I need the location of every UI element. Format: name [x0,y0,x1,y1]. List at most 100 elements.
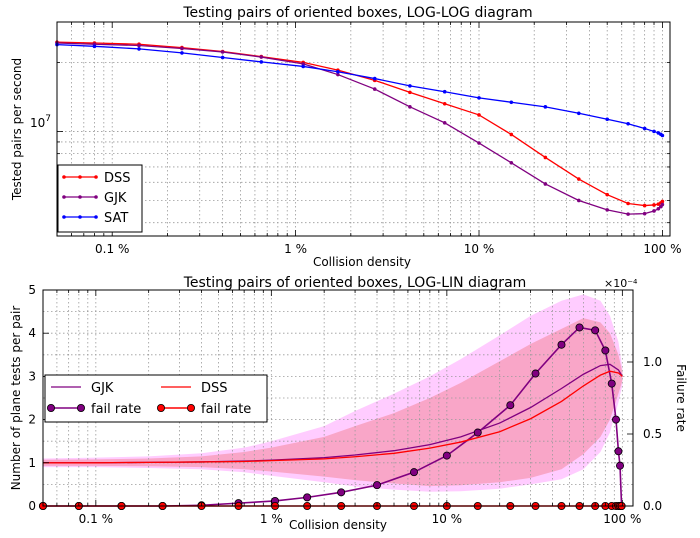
loglog-plot-frame [56,21,671,237]
loglog-point-gjk [372,87,377,91]
loglog-point-dss [626,201,630,206]
loglog-point-sat [605,117,609,122]
loglog-point-dss [652,203,656,207]
loglog-point-sat [259,60,264,64]
loglog-legend-marker [78,195,82,199]
loglin-failrate-gjk-point [575,323,584,332]
loglog-series [55,40,665,216]
loglin-y-tick-label: 4 [28,326,36,340]
loglin-y-label: Number of plane tests per pair [9,306,23,491]
loglin-legend-label-mean-dss: DSS [201,381,228,396]
loglog-point-sat [442,89,447,94]
loglog-point-gjk [442,121,447,125]
loglin-y2-tick-label: 1.0 [643,355,662,369]
loglog-point-sat [660,133,665,138]
loglin-y-tick-label: 0 [28,499,36,513]
loglog-point-gjk [656,206,661,211]
loglog-point-sat [137,47,141,51]
loglog-legend-marker [62,215,66,219]
loglin-failrate-gjk-point [303,493,312,502]
loglin-legend: GJK DSS fail rate fail rate [44,374,268,423]
loglog-legend-marker [94,215,98,219]
loglog-point-sat [180,51,184,55]
loglog-point-gjk [220,50,225,54]
loglog-title: Testing pairs of oriented boxes, LOG-LOG… [182,5,532,21]
loglin-y-tick-label: 3 [28,369,36,383]
loglog-point-gjk [259,55,264,59]
loglog-ticks: 0.1 % 1 % 10 % 100 % [56,21,681,256]
loglin-legend-box [44,374,268,423]
loglog-point-sat [408,84,412,88]
loglin-failrate-gjk-point [601,346,610,355]
loglog-point-gjk [605,208,609,212]
loglog-legend-box [57,164,143,233]
loglog-point-gjk [509,160,514,165]
loglog-point-sat [92,44,97,49]
loglin-failrate-gjk-point [373,481,382,490]
loglog-point-dss [660,199,665,204]
loglin-legend-label-failrate-dss: fail rate [201,402,251,417]
loglin-x-tick-label: 10 % [432,512,463,526]
loglin-failrate-gjk-point [616,461,625,470]
loglog-point-sat [301,64,306,69]
loglog-legend-marker [94,175,98,179]
loglog-line-dss [56,41,663,207]
loglog-x-tick-label: 0.1 % [95,242,129,256]
loglin-failrate-gjk-point [531,369,540,378]
loglog-point-gjk [626,212,630,216]
loglog-point-gjk [336,72,340,77]
loglog-point-dss [642,203,647,208]
loglog-line-gjk [56,42,663,215]
loglog-grid [56,21,670,236]
loglog-point-sat [477,96,481,100]
loglog-point-dss [605,192,609,197]
loglin-legend-label-failrate-gjk: fail rate [91,402,141,417]
loglog-point-gjk [543,182,548,186]
loglog-point-gjk [642,211,647,216]
loglog-y-label: Tested pairs per second [10,58,24,201]
loglin-failrate-gjk-point [607,379,616,388]
loglog-legend-marker [78,175,82,179]
loglog-x-tick-label: 100 % [643,242,681,256]
loglin-spread-bands [43,294,623,492]
loglog-legend-label-sat: SAT [104,211,128,226]
loglin-x-tick-label: 0.1 % [79,512,113,526]
loglin-x-label: Collision density [289,518,387,532]
loglin-failrate-gjk-point [557,340,566,349]
loglin-y-tick-label: 5 [28,283,36,297]
loglin-chart: Testing pairs of oriented boxes, LOG-LIN… [9,275,688,532]
loglog-point-gjk [137,43,141,48]
loglin-failrate-gjk-point [410,468,419,477]
loglog-point-gjk [652,209,656,213]
loglin-y2-tick-label: 0.0 [643,499,662,513]
loglog-line-sat [56,43,663,137]
loglin-x-tick-label: 1 % [260,512,283,526]
loglin-band-inner [43,318,623,487]
loglin-legend-marker [156,403,165,412]
loglog-point-dss [576,177,581,181]
loglin-mean-dss-line [43,370,623,464]
loglog-point-sat [543,105,548,109]
loglin-title: Testing pairs of oriented boxes, LOG-LIN… [183,275,527,291]
loglog-legend-marker [78,215,82,219]
loglog-point-sat [642,126,647,131]
loglog-point-gjk [477,141,481,145]
loglog-point-gjk [576,198,581,203]
loglog-point-gjk [180,46,184,51]
loglin-y-tick-label: 2 [28,413,36,427]
loglog-chart: Testing pairs of oriented boxes, LOG-LOG… [10,5,681,269]
loglin-failrate-gjk-point [442,451,451,460]
loglin-failrate-gjk-point [337,488,346,497]
loglin-y-tick-label: 1 [28,456,36,470]
loglin-x-tick-label: 100 % [603,512,641,526]
loglog-legend-marker [62,195,66,199]
loglog-x-label: Collision density [313,255,411,269]
loglog-legend-label-gjk: GJK [104,191,127,206]
loglin-legend-marker [77,403,86,412]
loglin-failrate-gjk-point [591,326,600,335]
loglin-ticks: 0 1 2 3 4 5 0.0 0.5 1.0 0.1 % 1 % 10 % 100 % [28,283,662,526]
loglin-failrate-gjk-point [473,428,482,437]
loglog-legend: DSS GJK SAT [57,164,143,233]
loglog-point-gjk [660,202,665,207]
